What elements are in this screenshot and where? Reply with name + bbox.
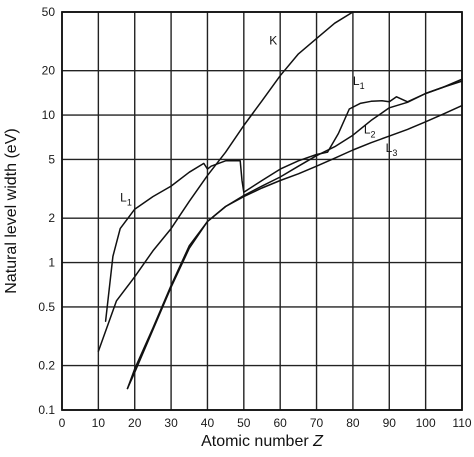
y-tick-label: 0.5 bbox=[38, 300, 55, 314]
curves bbox=[97, 11, 463, 390]
curve-label-l1: L1 bbox=[353, 74, 365, 91]
y-tick-label: 20 bbox=[42, 64, 56, 78]
x-tick-label: 110 bbox=[452, 416, 471, 430]
x-tick-label: 90 bbox=[383, 416, 397, 430]
curve-label-l2: L2 bbox=[364, 122, 376, 139]
x-tick-label: 60 bbox=[274, 416, 288, 430]
x-tick-label: 0 bbox=[59, 416, 66, 430]
x-axis-label-text: Atomic number bbox=[201, 433, 309, 450]
x-tick-label: 100 bbox=[416, 416, 436, 430]
curve-label-k: K bbox=[269, 34, 277, 48]
x-tick-label: 20 bbox=[128, 416, 142, 430]
y-tick-label: 2 bbox=[48, 211, 55, 225]
y-axis-label: Natural level width (eV) bbox=[3, 128, 20, 293]
y-tick-label: 1 bbox=[48, 256, 55, 270]
y-tick-label: 10 bbox=[42, 108, 56, 122]
curve-label-l1: L1 bbox=[120, 190, 132, 207]
y-tick-label: 5 bbox=[48, 152, 55, 166]
grid bbox=[61, 11, 463, 411]
x-tick-label: 50 bbox=[237, 416, 251, 430]
curve-l1 bbox=[104, 78, 463, 322]
x-axis-label: Atomic number Z bbox=[201, 433, 324, 450]
tick-labels: 0 10 20 30 40 50 60 70 80 90 100 110 0.1 0.2 0.5 1 2 5 10 2… bbox=[38, 5, 472, 430]
x-tick-label: 80 bbox=[346, 416, 360, 430]
curve-l2 bbox=[126, 80, 463, 390]
x-axis-label-var: Z bbox=[312, 433, 324, 450]
curve-label-l3: L3 bbox=[386, 141, 398, 158]
curve-labels: K L1 L1 L2 L3 bbox=[120, 34, 397, 208]
x-tick-label: 40 bbox=[201, 416, 215, 430]
x-tick-label: 10 bbox=[92, 416, 106, 430]
curve-l3 bbox=[126, 104, 463, 390]
x-tick-label: 70 bbox=[310, 416, 324, 430]
y-tick-label: 0.1 bbox=[38, 403, 55, 417]
x-tick-label: 30 bbox=[164, 416, 178, 430]
y-tick-label: 50 bbox=[42, 5, 56, 19]
y-tick-label: 0.2 bbox=[38, 359, 55, 373]
curve-k bbox=[97, 11, 354, 353]
plot-frame bbox=[61, 11, 463, 411]
